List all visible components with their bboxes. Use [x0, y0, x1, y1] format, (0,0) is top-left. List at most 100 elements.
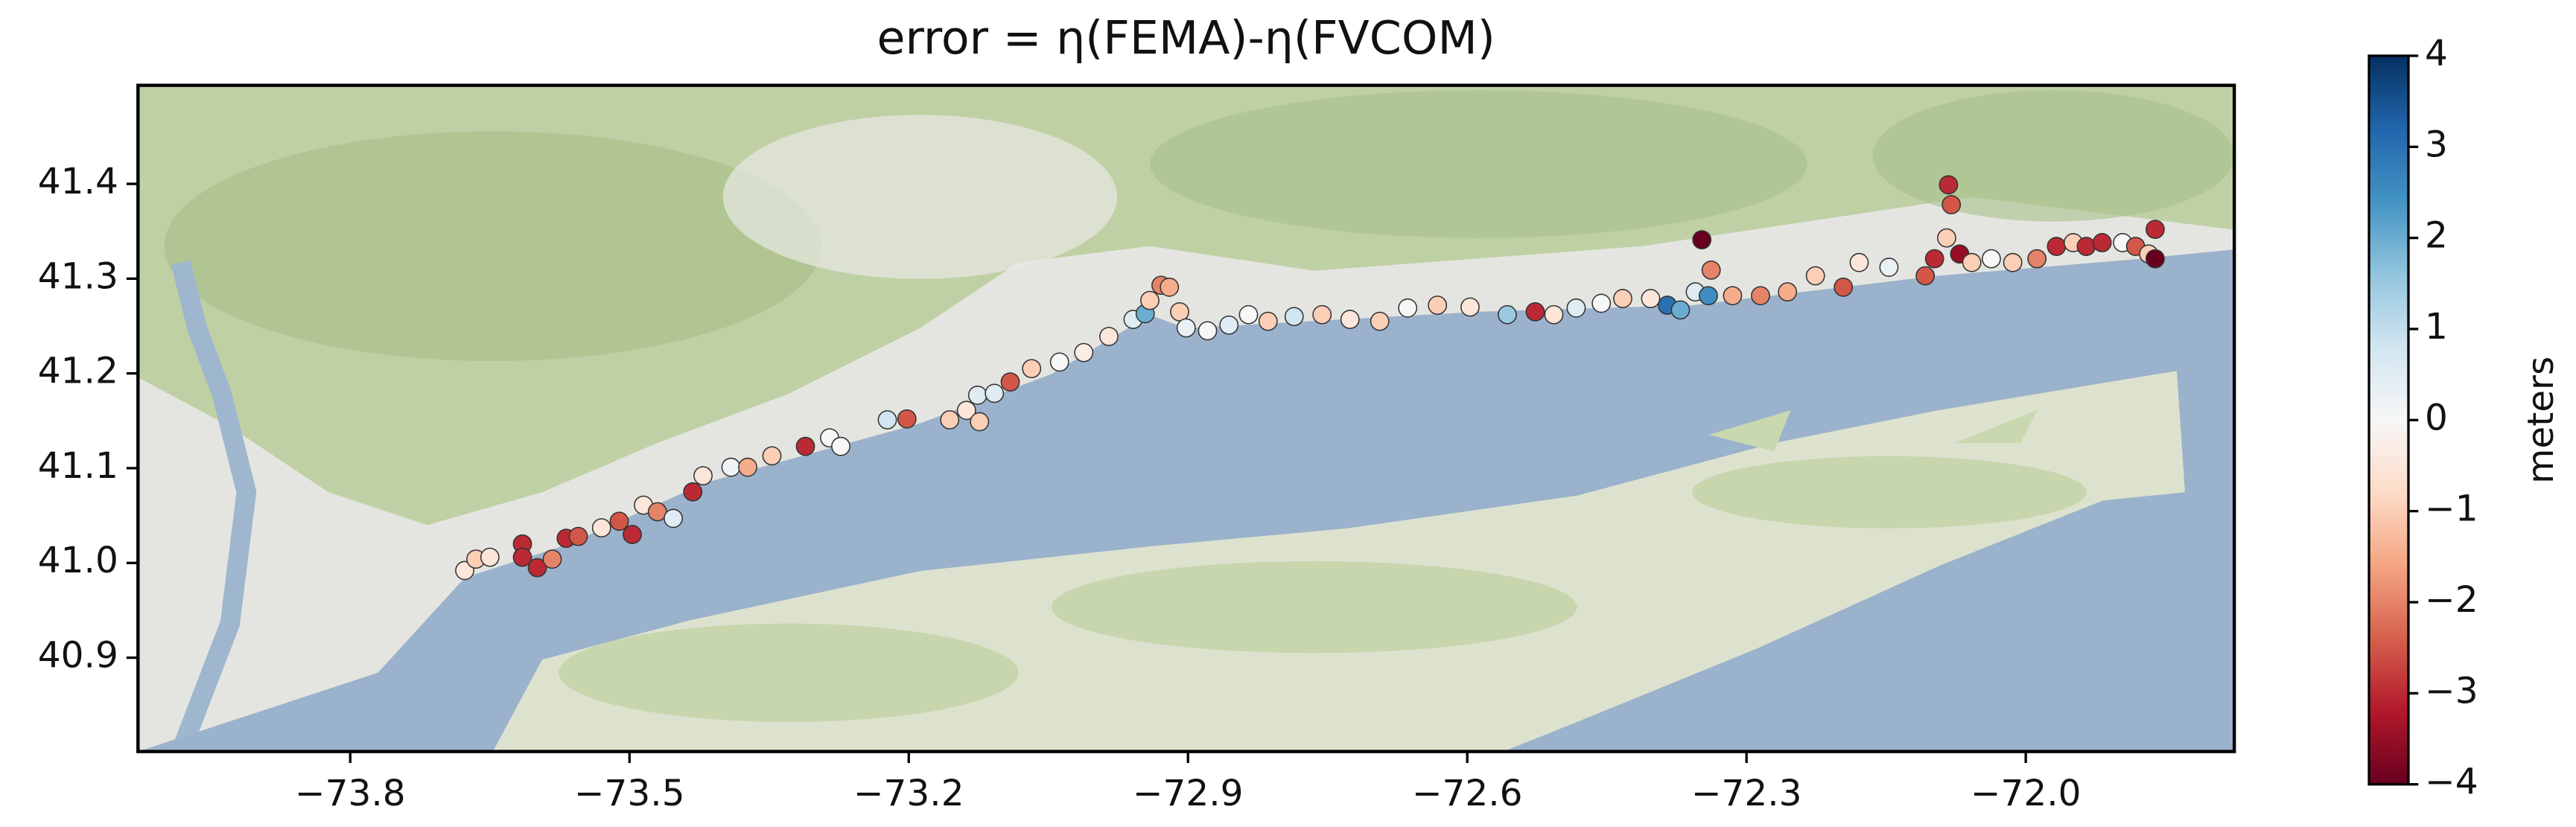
data-point: [1074, 342, 1094, 363]
data-point: [738, 457, 757, 477]
colorbar-tick-label: 2: [2425, 215, 2448, 257]
data-point: [693, 466, 713, 486]
data-point: [1460, 297, 1480, 317]
y-tick-label: 41.1: [38, 445, 118, 487]
data-point: [1000, 372, 1020, 392]
data-point: [1219, 315, 1239, 335]
data-point: [1701, 260, 1721, 280]
colorbar-tick-label: −3: [2425, 670, 2478, 712]
data-point: [1544, 304, 1564, 325]
data-point: [1699, 286, 1718, 306]
data-point: [795, 436, 815, 456]
data-point: [1566, 298, 1586, 318]
axes-frame: [136, 83, 2236, 753]
data-point: [1198, 321, 1218, 341]
data-point: [1428, 296, 1448, 315]
data-point: [1176, 318, 1196, 338]
data-point: [1723, 286, 1743, 306]
data-point: [985, 383, 1005, 403]
data-point: [2146, 220, 2165, 240]
data-point: [970, 412, 990, 432]
data-point: [1982, 249, 2001, 269]
colorbar: [2367, 54, 2410, 786]
data-point: [1915, 266, 1936, 286]
data-point: [1238, 304, 1259, 325]
data-point: [1751, 286, 1770, 306]
colorbar-tick-label: 0: [2425, 397, 2448, 438]
data-point: [1670, 300, 1691, 320]
x-tick-label: −72.0: [1971, 773, 2082, 814]
data-point: [1805, 266, 1825, 286]
data-point: [1849, 252, 1869, 272]
data-point: [2047, 237, 2067, 256]
data-point: [1641, 289, 1661, 308]
colorbar-label: meters: [2520, 357, 2562, 484]
colorbar-tick-label: −2: [2425, 579, 2478, 621]
data-point: [1778, 282, 1798, 302]
data-point: [1099, 327, 1119, 346]
data-point: [1941, 195, 1962, 214]
data-point: [762, 446, 782, 466]
data-point: [1962, 252, 1982, 272]
data-point: [623, 525, 642, 544]
data-point: [1160, 277, 1180, 297]
data-point: [1924, 249, 1944, 269]
data-point: [664, 508, 683, 529]
data-point: [1284, 307, 1304, 327]
data-point: [2027, 249, 2047, 269]
chart-title: error = η(FEMA)-η(FVCOM): [877, 11, 1495, 65]
x-tick-label: −72.3: [1691, 773, 1802, 814]
colorbar-tick-label: 1: [2425, 306, 2448, 348]
data-point: [1049, 352, 1069, 372]
data-point: [2076, 237, 2096, 256]
data-point: [542, 549, 562, 569]
y-tick-label: 41.3: [38, 255, 118, 297]
y-tick-label: 41.4: [38, 161, 118, 202]
points: [455, 175, 2165, 581]
data-point: [877, 410, 897, 430]
data-point: [1022, 359, 1042, 379]
data-point: [1937, 228, 1956, 248]
data-point: [1939, 175, 1959, 195]
colorbar-tick-label: −4: [2425, 761, 2478, 803]
x-tick-label: −72.9: [1133, 773, 1244, 814]
data-point: [1879, 258, 1899, 277]
data-point: [1692, 230, 1712, 250]
data-point: [721, 457, 741, 477]
data-point: [1170, 301, 1189, 322]
y-tick-label: 41.2: [38, 351, 118, 392]
data-point: [897, 409, 917, 429]
y-tick-label: 40.9: [38, 635, 118, 677]
data-point: [956, 400, 976, 421]
data-point: [1370, 311, 1390, 331]
data-point: [527, 558, 547, 578]
data-point: [831, 436, 850, 456]
data-point: [609, 511, 629, 531]
data-point: [940, 410, 960, 430]
data-point: [967, 386, 988, 405]
data-point: [512, 547, 532, 567]
x-tick-label: −73.8: [295, 773, 406, 814]
data-point: [480, 547, 500, 567]
data-point: [2092, 233, 2112, 252]
data-point: [568, 526, 588, 546]
y-tick-label: 41.0: [38, 540, 118, 581]
data-point: [1340, 310, 1360, 329]
colorbar-tick-label: −1: [2425, 488, 2478, 530]
data-point: [683, 482, 703, 502]
data-point: [1591, 293, 1612, 313]
data-point: [1498, 304, 1517, 325]
data-point: [1613, 289, 1632, 308]
data-point: [1140, 290, 1160, 310]
basemap: [138, 85, 2235, 752]
x-tick-label: −73.2: [853, 773, 964, 814]
data-point: [1398, 298, 1418, 318]
x-tick-label: −73.5: [574, 773, 685, 814]
data-point: [2003, 252, 2023, 272]
data-point: [1834, 277, 1854, 297]
data-point: [2146, 249, 2165, 269]
data-point: [1525, 301, 1545, 322]
data-point: [1312, 304, 1332, 325]
data-point: [1258, 311, 1278, 331]
